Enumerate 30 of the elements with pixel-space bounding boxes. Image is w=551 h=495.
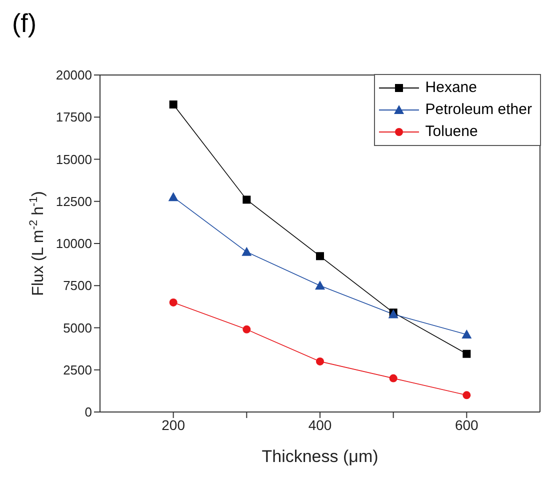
y-tick-label: 0 bbox=[84, 404, 92, 420]
legend-label: Toluene bbox=[425, 122, 478, 142]
y-tick-label: 2500 bbox=[63, 362, 92, 378]
point bbox=[168, 192, 178, 202]
point bbox=[242, 246, 252, 256]
y-tick-label: 15000 bbox=[56, 152, 92, 167]
legend-label: Petroleum ether bbox=[425, 100, 532, 120]
point bbox=[462, 329, 472, 338]
point bbox=[242, 325, 251, 334]
point bbox=[462, 350, 471, 358]
x-tick-label: 200 bbox=[162, 416, 186, 433]
point bbox=[242, 196, 251, 204]
y-tick-label: 12500 bbox=[56, 194, 92, 209]
chart-title: (f) bbox=[12, 8, 37, 39]
point bbox=[389, 374, 398, 382]
y-tick-label: 7500 bbox=[63, 278, 92, 294]
point bbox=[169, 298, 178, 306]
point bbox=[316, 357, 324, 366]
point bbox=[462, 391, 471, 400]
point bbox=[316, 252, 324, 260]
legend-label: Hexane bbox=[425, 78, 477, 98]
point bbox=[169, 100, 178, 108]
y-tick-label: 20000 bbox=[56, 68, 92, 83]
y-tick-label: 5000 bbox=[63, 320, 92, 336]
y-tick-label: 10000 bbox=[56, 236, 92, 252]
x-tick-label: 600 bbox=[454, 416, 479, 433]
x-axis-title: Thickness (μm) bbox=[262, 447, 378, 466]
x-tick-label: 400 bbox=[308, 416, 332, 433]
y-tick-label: 17500 bbox=[56, 110, 92, 125]
point bbox=[315, 280, 325, 290]
